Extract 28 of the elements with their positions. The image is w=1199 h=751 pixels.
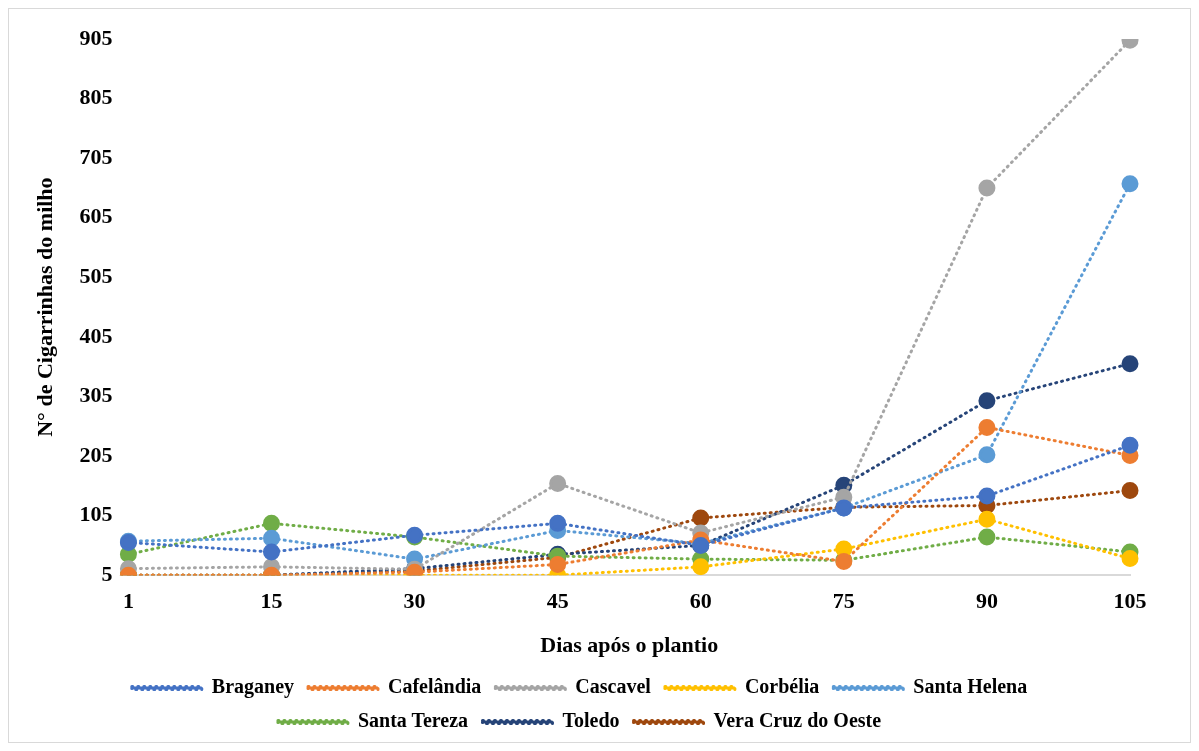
legend-label: Santa Helena	[913, 675, 1028, 698]
x-tick-label: 105	[1113, 588, 1147, 614]
y-tick-label: 705	[79, 143, 113, 169]
legend-label: Toledo	[562, 709, 620, 732]
y-tick-label: 905	[79, 24, 113, 50]
x-tick-label: 45	[546, 588, 569, 614]
x-tick-label: 15	[260, 588, 283, 614]
y-tick-label: 805	[79, 84, 113, 110]
y-tick-label: 505	[79, 263, 113, 288]
x-tick-label: 60	[689, 588, 712, 614]
x-tick-label: 75	[832, 588, 855, 614]
legend-label: Santa Tereza	[357, 709, 469, 732]
x-tick-label: 1	[122, 588, 134, 614]
x-tick-label: 90	[975, 588, 998, 614]
legend-label: Vera Cruz do Oeste	[713, 709, 882, 732]
legend-label: Corbélia	[744, 675, 820, 698]
y-axis-title: N° de Cigarrinhas do milho	[31, 177, 57, 437]
y-tick-label: 205	[79, 441, 113, 467]
x-tick-label: 30	[403, 588, 426, 614]
y-tick-label: 5	[101, 560, 113, 586]
y-tick-label: 305	[79, 382, 113, 408]
y-tick-label: 405	[79, 322, 113, 348]
x-axis-title: Dias após o plantio	[540, 632, 719, 658]
y-tick-label: 105	[79, 501, 113, 527]
legend-label: Braganey	[211, 675, 295, 699]
legend-label: Cascavel	[575, 675, 652, 698]
y-tick-label: 605	[79, 203, 113, 229]
legend-label: Cafelândia	[388, 675, 482, 698]
